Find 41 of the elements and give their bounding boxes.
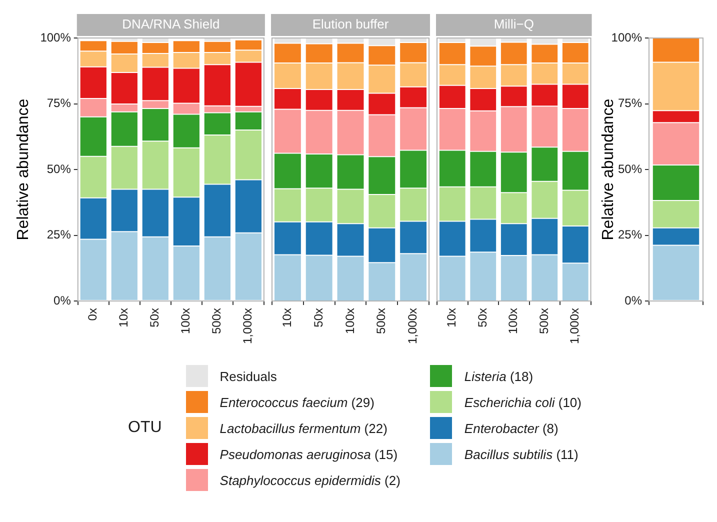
legend-label: Lactobacillus fermentum (22) bbox=[220, 420, 388, 436]
y-tick-label: 100% bbox=[611, 30, 642, 44]
legend-label: Bacillus subtilis (11) bbox=[464, 446, 578, 462]
y-tick-label: 0% bbox=[54, 293, 72, 308]
y-axis-title: Relative abundance bbox=[15, 98, 32, 240]
chart-title: Milli−Q bbox=[494, 16, 534, 32]
y-tick-label: 100% bbox=[40, 30, 72, 44]
y-tick-label: 50% bbox=[46, 162, 72, 176]
x-tick-label: 10x bbox=[116, 308, 131, 328]
x-tick-label: 100x bbox=[342, 308, 357, 334]
legend-label: Escherichia coli (10) bbox=[464, 394, 582, 410]
x-tick-label: 10x bbox=[280, 308, 294, 328]
x-tick-label: 100x bbox=[178, 308, 193, 334]
x-tick-label: 100x bbox=[506, 308, 520, 334]
x-tick-label: 500x bbox=[374, 308, 388, 334]
legend-label: Pseudomonas aeruginosa (15) bbox=[220, 446, 398, 462]
x-tick-label: 10x bbox=[444, 308, 459, 328]
legend-label: Enterobacter (8) bbox=[464, 420, 558, 436]
chart-title: Elution buffer bbox=[312, 16, 390, 32]
x-tick-label: 50x bbox=[148, 308, 162, 328]
y-tick-label: 75% bbox=[46, 96, 72, 110]
x-tick-label: 0x bbox=[86, 308, 100, 321]
y-tick-label: 50% bbox=[618, 162, 642, 176]
y-tick-label: 0% bbox=[624, 293, 642, 308]
y-axis-title: Relative abundance bbox=[600, 98, 618, 240]
legend-label: Enterococcus faecium (29) bbox=[220, 394, 374, 410]
x-tick-label: 500x bbox=[536, 308, 551, 334]
chart-title: DNA/RNA Shield bbox=[122, 16, 220, 32]
x-tick-label: 50x bbox=[311, 308, 326, 328]
x-tick-label: 1,000x bbox=[240, 308, 255, 344]
y-tick-label: 25% bbox=[618, 228, 642, 242]
legend-title: OTU bbox=[128, 419, 162, 437]
y-tick-label: 75% bbox=[618, 96, 642, 110]
x-tick-label: 500x bbox=[210, 308, 224, 334]
legend-label: Listeria (18) bbox=[464, 368, 534, 384]
y-tick-label: 25% bbox=[46, 228, 72, 242]
x-tick-label: 1,000x bbox=[568, 308, 582, 344]
x-tick-label: 1,000x bbox=[406, 308, 420, 344]
legend-label: Residuals bbox=[220, 368, 277, 384]
legend-label: Staphylococcus epidermidis (2) bbox=[220, 472, 400, 488]
x-tick-label: 50x bbox=[475, 308, 490, 328]
